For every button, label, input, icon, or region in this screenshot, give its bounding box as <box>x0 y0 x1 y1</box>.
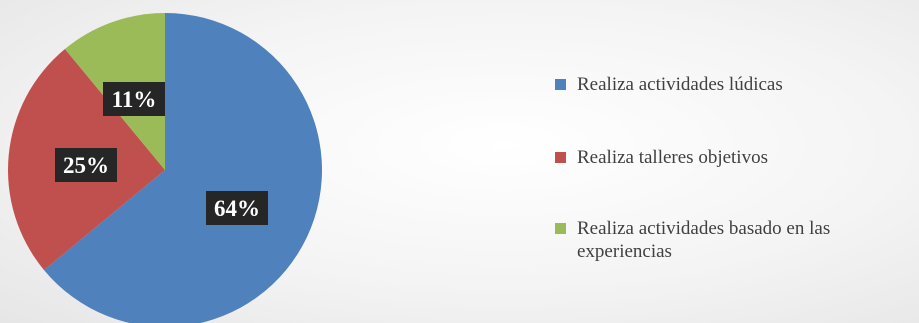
legend-swatch-ludicas <box>555 79 566 90</box>
legend-item-experiencias: Realiza actividades basado en las experi… <box>555 217 915 263</box>
data-label-box-ludicas <box>206 191 268 225</box>
legend-label-experiencias: Realiza actividades basado en las experi… <box>577 218 831 262</box>
legend-label-ludicas: Realiza actividades lúdicas <box>577 74 783 95</box>
data-label-text-experiencias: 11% <box>112 87 157 112</box>
legend-swatch-talleres <box>555 152 566 163</box>
data-label-text-ludicas: 64% <box>214 196 260 221</box>
data-label-talleres: 25% <box>55 148 117 182</box>
data-label-box-experiencias <box>103 82 165 116</box>
data-label-text-talleres: 25% <box>63 153 109 178</box>
legend-item-ludicas: Realiza actividades lúdicas <box>555 73 783 96</box>
legend-swatch-experiencias <box>555 223 566 234</box>
legend-label-talleres: Realiza talleres objetivos <box>577 147 768 168</box>
data-label-box-talleres <box>55 148 117 182</box>
legend-item-talleres: Realiza talleres objetivos <box>555 146 768 169</box>
data-label-experiencias: 11% <box>103 82 165 116</box>
data-label-ludicas: 64% <box>206 191 268 225</box>
pie-slice-ludicas <box>44 13 322 323</box>
